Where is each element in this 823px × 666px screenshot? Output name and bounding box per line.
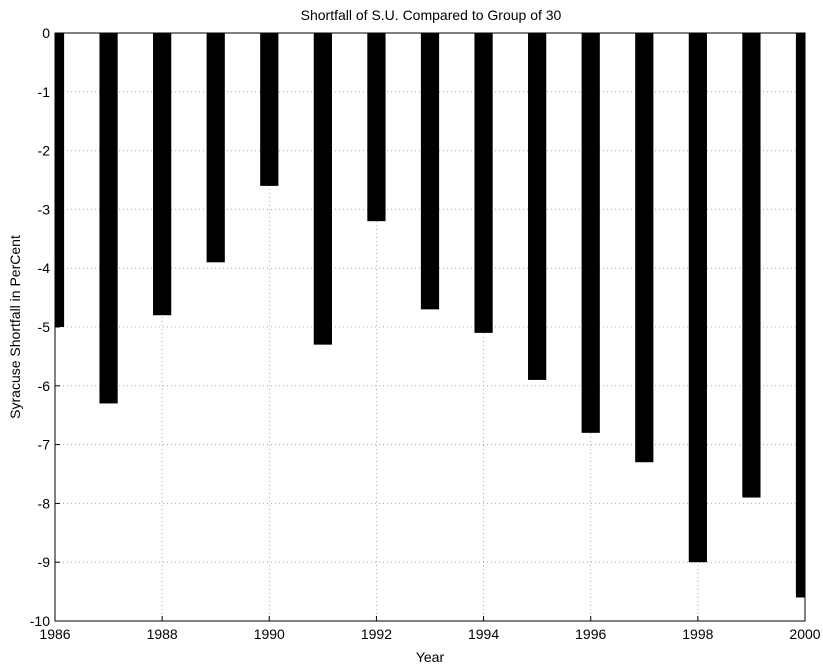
bar-1989 [206,33,225,263]
bar-1997 [635,33,654,463]
bar-1986 [55,33,65,327]
bar-1996 [581,33,600,433]
y-tick-label: -7 [38,437,51,453]
y-tick-label: -10 [30,613,50,629]
y-tick-label: -1 [38,84,51,100]
bar-1994 [474,33,493,333]
bar-1991 [313,33,332,345]
bar-2000 [795,33,805,598]
y-tick-label: -6 [38,378,51,394]
y-tick-label: -4 [38,260,51,276]
x-tick-label: 1990 [254,626,285,642]
bar-1990 [260,33,279,186]
bar-1995 [528,33,547,380]
x-tick-label: 1996 [575,626,606,642]
y-axis-label: Syracuse Shortfall in PerCent [7,235,23,419]
chart-title: Shortfall of S.U. Compared to Group of 3… [301,7,562,23]
y-tick-label: -8 [38,495,51,511]
y-tick-label: -2 [38,143,51,159]
bar-1993 [420,33,440,310]
y-tick-label: -3 [38,201,51,217]
x-tick-label: 1988 [147,626,178,642]
x-tick-label: 2000 [789,626,820,642]
bar-1988 [153,33,172,316]
y-tick-label: -5 [38,319,51,335]
bar-1998 [688,33,707,563]
x-tick-label: 1998 [682,626,713,642]
y-tick-label: 0 [42,25,50,41]
bar-1987 [99,33,118,404]
bar-1999 [742,33,761,498]
bar-layer [55,33,805,598]
grid-layer [55,33,805,621]
x-axis-label: Year [416,649,445,665]
bar-1992 [367,33,386,222]
x-tick-label: 1992 [361,626,392,642]
x-tick-label: 1994 [468,626,499,642]
y-tick-label: -9 [38,554,51,570]
x-tick-label: 1986 [39,626,70,642]
